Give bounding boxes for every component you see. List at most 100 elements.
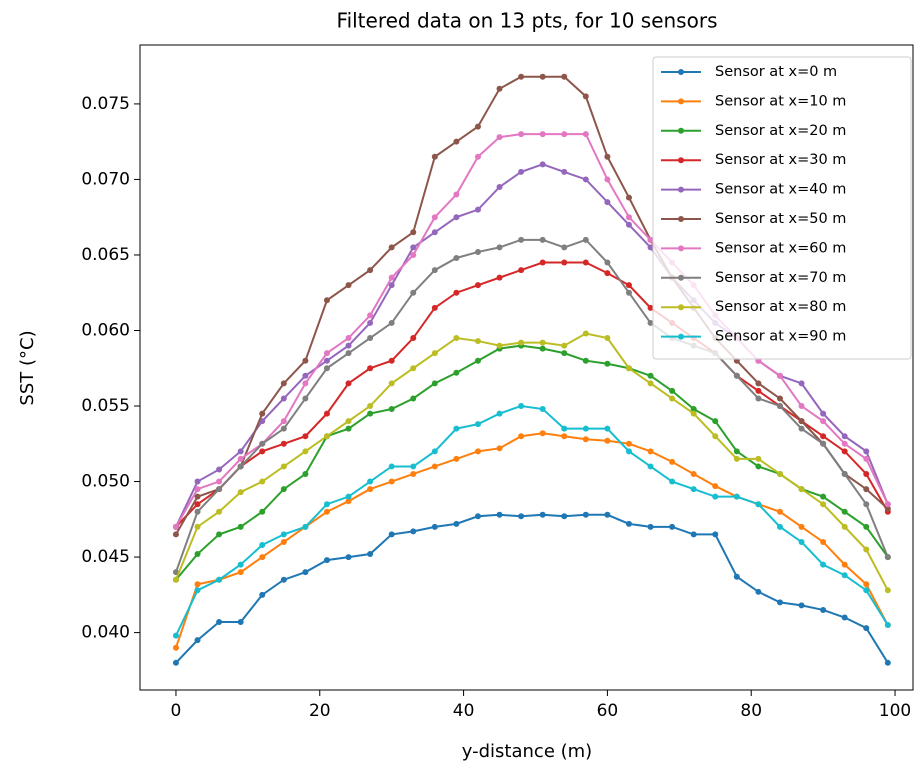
legend-label: Sensor at x=60 m — [715, 240, 846, 256]
data-point — [518, 403, 525, 410]
y-tick-label: 0.070 — [81, 169, 130, 189]
data-point — [841, 448, 848, 455]
data-point — [388, 319, 395, 326]
data-point — [172, 659, 179, 666]
data-point — [518, 73, 525, 80]
data-point — [410, 244, 417, 251]
data-point — [323, 365, 330, 372]
data-point — [820, 440, 827, 447]
data-point — [410, 335, 417, 342]
data-point — [884, 554, 891, 561]
data-point — [259, 448, 266, 455]
data-point — [237, 489, 244, 496]
data-point — [367, 365, 374, 372]
data-point — [345, 380, 352, 387]
data-point — [776, 523, 783, 530]
data-point — [431, 214, 438, 221]
data-point — [561, 73, 568, 80]
data-point — [410, 470, 417, 477]
data-point — [604, 360, 611, 367]
data-point — [582, 93, 589, 100]
data-point — [410, 365, 417, 372]
data-point — [863, 501, 870, 508]
data-point — [302, 395, 309, 402]
data-point — [776, 372, 783, 379]
data-point — [302, 372, 309, 379]
data-point — [625, 448, 632, 455]
data-point — [647, 236, 654, 243]
legend-label: Sensor at x=70 m — [715, 270, 846, 286]
data-point — [582, 236, 589, 243]
data-point — [474, 248, 481, 255]
legend-marker — [678, 69, 684, 75]
x-axis-label: y-distance (m) — [462, 741, 592, 762]
data-point — [474, 338, 481, 345]
data-point — [604, 511, 611, 518]
data-point — [194, 581, 201, 588]
data-point — [237, 463, 244, 470]
data-point — [518, 236, 525, 243]
data-point — [410, 395, 417, 402]
data-point — [280, 380, 287, 387]
data-point — [712, 433, 719, 440]
data-point — [345, 342, 352, 349]
data-point — [518, 513, 525, 520]
data-point — [863, 581, 870, 588]
data-point — [669, 458, 676, 465]
data-point — [194, 486, 201, 493]
x-tick-label: 60 — [597, 701, 619, 721]
data-point — [345, 350, 352, 357]
series-line — [175, 261, 889, 528]
data-point — [431, 304, 438, 311]
data-point — [755, 387, 762, 394]
data-point — [431, 448, 438, 455]
data-point — [172, 531, 179, 538]
data-point — [798, 602, 805, 609]
y-axis-label: SST (°C) — [17, 330, 38, 405]
data-point — [669, 387, 676, 394]
data-point — [776, 395, 783, 402]
data-point — [884, 501, 891, 508]
plot-frame — [139, 44, 914, 691]
data-point — [841, 508, 848, 515]
data-point — [367, 335, 374, 342]
data-point — [323, 508, 330, 515]
data-point — [237, 523, 244, 530]
data-point — [194, 478, 201, 485]
data-point — [561, 244, 568, 251]
x-tick-label: 80 — [740, 701, 762, 721]
data-point — [259, 554, 266, 561]
y-tick-label: 0.050 — [81, 472, 130, 492]
data-point — [884, 622, 891, 629]
data-point — [172, 523, 179, 530]
data-point — [884, 587, 891, 594]
data-point — [280, 531, 287, 538]
data-point — [302, 523, 309, 530]
data-point — [863, 625, 870, 632]
data-point — [323, 350, 330, 357]
data-point — [625, 194, 632, 201]
data-point — [410, 251, 417, 258]
data-point — [302, 448, 309, 455]
data-point — [820, 501, 827, 508]
data-point — [539, 161, 546, 168]
data-point — [733, 573, 740, 580]
data-point — [388, 282, 395, 289]
data-point — [453, 425, 460, 432]
legend-marker — [678, 245, 684, 252]
data-point — [669, 478, 676, 485]
data-point — [604, 176, 611, 183]
data-point — [302, 569, 309, 576]
data-point — [474, 357, 481, 364]
data-point — [496, 274, 503, 281]
data-point — [172, 632, 179, 639]
data-point — [216, 478, 223, 485]
data-point — [237, 561, 244, 568]
data-point — [367, 551, 374, 558]
data-point — [884, 659, 891, 666]
y-tick-label: 0.065 — [81, 245, 130, 265]
series-line — [175, 344, 889, 581]
data-point — [453, 335, 460, 342]
data-point — [712, 418, 719, 425]
